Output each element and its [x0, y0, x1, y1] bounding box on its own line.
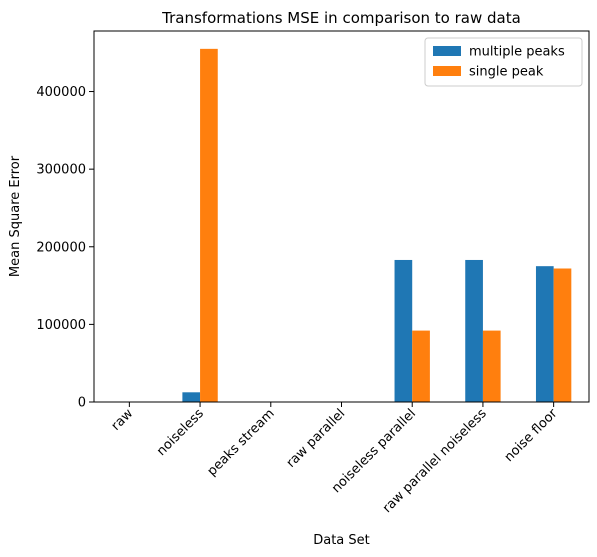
legend-swatch [433, 46, 461, 56]
x-tick-label: raw [109, 406, 137, 434]
bar-single-peak-1 [200, 48, 218, 402]
bars-group [182, 48, 572, 402]
bar-multiple-peaks-1 [182, 392, 201, 402]
bar-multiple-peaks-6 [535, 266, 554, 402]
bar-single-peak-4 [412, 330, 430, 402]
x-tick-label: peaks stream [205, 406, 278, 479]
bar-single-peak-6 [553, 268, 572, 402]
y-tick-label: 300000 [36, 163, 86, 178]
legend: multiple peaks single peak [424, 37, 583, 87]
legend-box [424, 37, 583, 87]
legend-label: single peak [469, 65, 544, 80]
bar-multiple-peaks-4 [394, 259, 413, 402]
y-axis-title: Mean Square Error [8, 155, 23, 277]
chart-title: Transformations MSE in comparison to raw… [161, 9, 521, 27]
y-tick-label: 0 [78, 396, 86, 411]
x-tick-label: noise floor [502, 406, 561, 465]
y-tick-label: 200000 [36, 240, 86, 255]
legend-swatch [433, 66, 461, 76]
x-tick-label: raw parallel [284, 406, 349, 471]
plot-frame [93, 30, 590, 403]
y-tick-label: 100000 [36, 318, 86, 333]
x-axis-title: Data Set [313, 533, 370, 548]
x-tick-label: noiseless [154, 406, 207, 459]
bar-single-peak-5 [482, 330, 501, 402]
legend-label: multiple peaks [469, 45, 565, 60]
y-axis-ticks: 0 100000 200000 300000 400000 [36, 85, 94, 411]
y-tick-label: 400000 [36, 85, 86, 100]
bar-multiple-peaks-5 [465, 259, 483, 402]
